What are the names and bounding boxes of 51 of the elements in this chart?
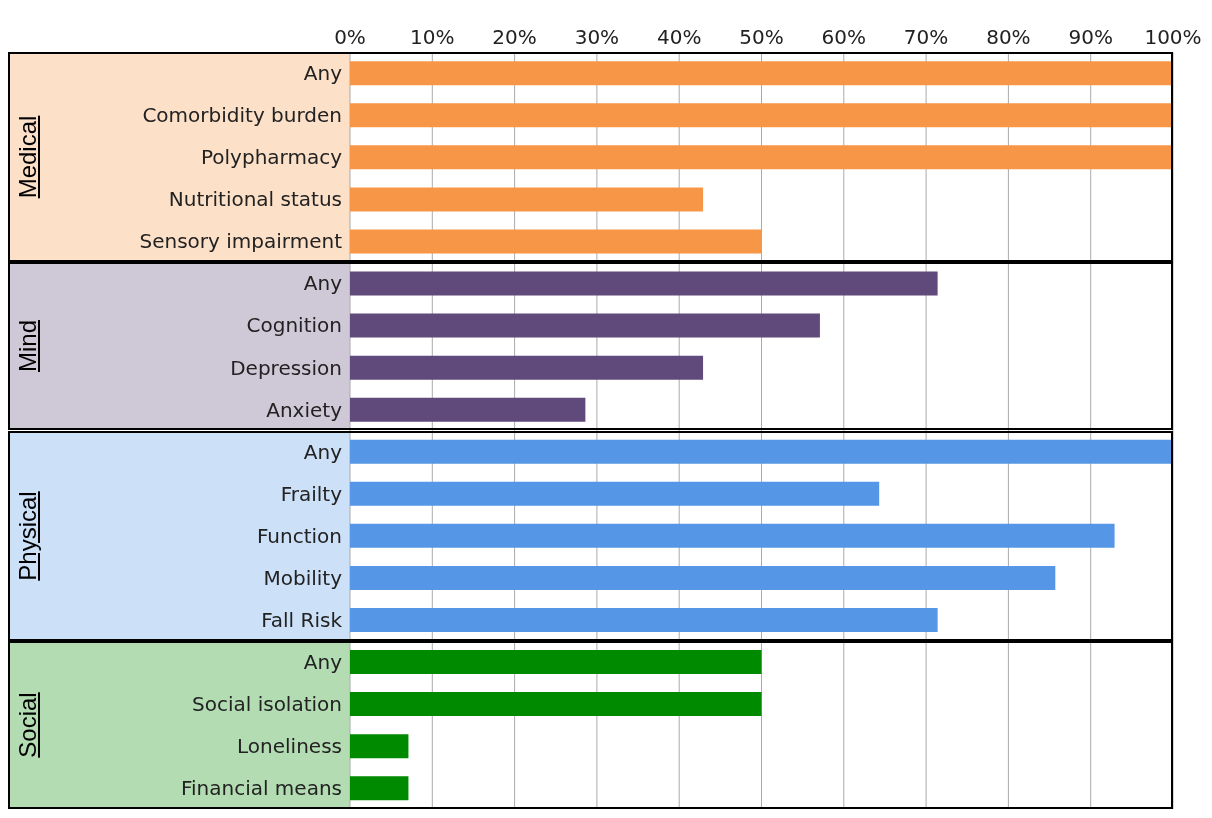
bar	[350, 61, 1173, 86]
y-tick-label: Financial means	[180, 776, 342, 801]
text: Medical	[14, 115, 42, 199]
y-tick-label: Frailty	[280, 481, 343, 506]
bar	[350, 187, 704, 212]
x-tick-label: 100%	[1144, 25, 1202, 49]
y-tick-label: Social isolation	[192, 691, 342, 716]
x-tick-label: 50%	[739, 25, 784, 49]
y-tick-label: Fall Risk	[261, 607, 343, 632]
y-tick-label: Mobility	[263, 565, 343, 590]
y-tick-label: Anxiety	[266, 397, 343, 422]
x-tick-label: 10%	[410, 25, 455, 49]
bar	[350, 145, 1173, 170]
bar	[350, 650, 762, 675]
x-tick-label: 20%	[492, 25, 537, 49]
y-tick-label: Depression	[230, 355, 342, 380]
y-tick-label: Cognition	[246, 313, 342, 338]
y-tick-label: Nutritional status	[168, 187, 342, 212]
text: Physical	[14, 490, 42, 581]
y-tick-label: Any	[303, 271, 343, 296]
text: Mind	[14, 320, 42, 373]
x-tick-label: 80%	[986, 25, 1031, 49]
bar	[350, 565, 1056, 590]
y-tick-label: Sensory impairment	[139, 229, 343, 254]
y-tick-label: Polypharmacy	[200, 145, 343, 170]
x-tick-label: 40%	[656, 25, 702, 49]
bar	[350, 439, 1173, 464]
x-tick-label: 0%	[334, 25, 366, 49]
y-tick-label: Any	[303, 649, 343, 674]
x-tick-label: 90%	[1068, 25, 1113, 49]
bar	[350, 103, 1173, 128]
y-tick-label: Any	[303, 61, 343, 86]
bar	[350, 481, 880, 506]
bar	[350, 776, 409, 801]
y-tick-label: Any	[303, 439, 343, 464]
bar	[350, 271, 938, 296]
x-tick-label: 30%	[574, 25, 620, 49]
text: Social	[14, 692, 42, 758]
bar	[350, 734, 409, 759]
bar	[350, 397, 586, 422]
y-tick-label: Loneliness	[237, 734, 342, 759]
bar	[350, 607, 938, 632]
x-tick-label: 70%	[903, 25, 949, 49]
bar	[350, 313, 820, 338]
bar	[350, 692, 762, 717]
x-tick-label: 60%	[821, 25, 867, 49]
y-tick-label: Comorbidity burden	[142, 103, 342, 128]
bar	[350, 229, 762, 254]
bar	[350, 355, 704, 380]
y-tick-label: Function	[256, 523, 342, 548]
bar	[350, 523, 1115, 548]
